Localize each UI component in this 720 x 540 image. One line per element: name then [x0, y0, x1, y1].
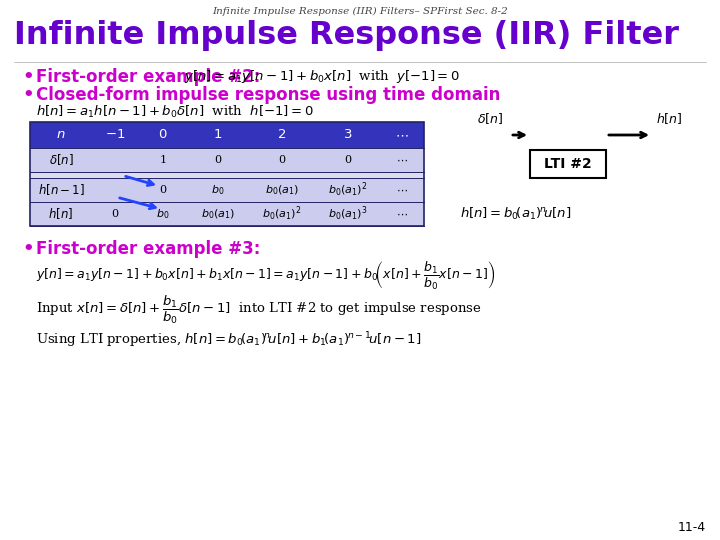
Text: $h[n]$: $h[n]$ — [48, 206, 73, 221]
Text: •: • — [22, 240, 34, 258]
Text: •: • — [22, 86, 34, 104]
Text: $h[n]=b_0\!\left(a_1\right)^{\!n}\!u[n]$: $h[n]=b_0\!\left(a_1\right)^{\!n}\!u[n]$ — [460, 206, 572, 222]
Text: $\cdots$: $\cdots$ — [396, 209, 408, 219]
Text: $b_0$: $b_0$ — [156, 207, 170, 221]
Text: First-order example #3:: First-order example #3: — [36, 240, 261, 258]
Text: 11-4: 11-4 — [678, 521, 706, 534]
Text: Closed-form impulse response using time domain: Closed-form impulse response using time … — [36, 86, 500, 104]
Text: $-1$: $-1$ — [105, 129, 125, 141]
Text: $h[n]$: $h[n]$ — [656, 111, 683, 126]
Text: 0: 0 — [344, 155, 351, 165]
Text: 0: 0 — [215, 155, 222, 165]
Text: 0: 0 — [279, 155, 286, 165]
Text: $\cdots$: $\cdots$ — [395, 129, 409, 141]
Text: Infinite Impulse Response (IIR) Filters– SPFirst Sec. 8-2: Infinite Impulse Response (IIR) Filters–… — [212, 7, 508, 16]
Bar — [30, 122, 424, 148]
Text: LTI #2: LTI #2 — [544, 157, 592, 171]
Text: $0$: $0$ — [158, 129, 168, 141]
Text: Infinite Impulse Response (IIR) Filter: Infinite Impulse Response (IIR) Filter — [14, 20, 679, 51]
Text: $y[n]=a_1y[n-1]+b_0x[n]$  with  $y[-1]=0$: $y[n]=a_1y[n-1]+b_0x[n]$ with $y[-1]=0$ — [184, 68, 460, 85]
Text: $1$: $1$ — [213, 129, 222, 141]
Text: $\cdots$: $\cdots$ — [396, 185, 408, 195]
Text: $b_0(a_1)^3$: $b_0(a_1)^3$ — [328, 205, 368, 223]
Bar — [30, 148, 424, 172]
Text: 0: 0 — [159, 185, 166, 195]
Text: $3$: $3$ — [343, 129, 353, 141]
Text: $b_0(a_1)$: $b_0(a_1)$ — [201, 207, 235, 221]
Text: $b_0(a_1)^2$: $b_0(a_1)^2$ — [328, 181, 368, 199]
Text: 1: 1 — [159, 155, 166, 165]
Bar — [30, 178, 424, 202]
Text: $\delta[n]$: $\delta[n]$ — [477, 111, 503, 126]
Text: $b_0(a_1)^2$: $b_0(a_1)^2$ — [262, 205, 302, 223]
Text: $n$: $n$ — [56, 129, 66, 141]
Text: •: • — [22, 68, 34, 86]
Text: $\delta[n]$: $\delta[n]$ — [48, 152, 73, 167]
Text: $h[n-1]$: $h[n-1]$ — [37, 183, 84, 198]
Text: Input $x[n]=\delta[n]+\dfrac{b_1}{b_0}\delta[n-1]$  into LTI #2 to get impulse r: Input $x[n]=\delta[n]+\dfrac{b_1}{b_0}\d… — [36, 294, 482, 326]
Bar — [530, 150, 606, 178]
Text: 0: 0 — [112, 209, 119, 219]
Bar — [30, 202, 424, 226]
Text: $h[n]=a_1h[n-1]+b_0\delta[n]$  with  $h[-1]=0$: $h[n]=a_1h[n-1]+b_0\delta[n]$ with $h[-1… — [36, 104, 314, 120]
Text: $2$: $2$ — [277, 129, 287, 141]
Bar — [30, 122, 424, 226]
Text: $\cdots$: $\cdots$ — [396, 155, 408, 165]
Text: $b_0$: $b_0$ — [211, 183, 225, 197]
Text: Using LTI properties, $h[n]=b_0\!\left(a_1\right)^{\!n}\!u[n]+b_1\!\left(a_1\rig: Using LTI properties, $h[n]=b_0\!\left(a… — [36, 330, 421, 349]
Text: First-order example #2:: First-order example #2: — [36, 68, 266, 86]
Text: $b_0(a_1)$: $b_0(a_1)$ — [265, 183, 299, 197]
Bar — [30, 172, 424, 178]
Text: $y[n]=a_1y[n-1]+b_0x[n]+b_1x[n-1]=a_1y[n-1]+b_0\!\left(x[n]+\dfrac{b_1}{b_0}x[n-: $y[n]=a_1y[n-1]+b_0x[n]+b_1x[n-1]=a_1y[n… — [36, 260, 495, 292]
